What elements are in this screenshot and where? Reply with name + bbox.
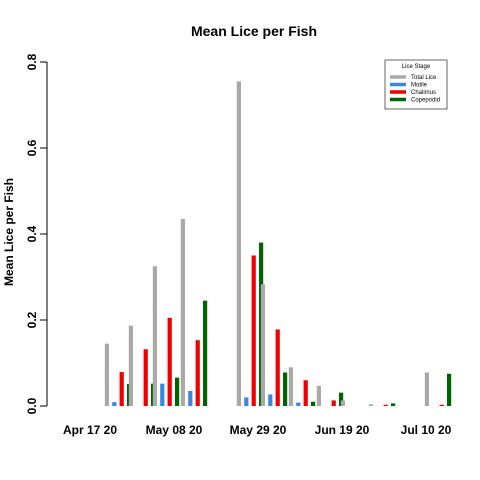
bar [268, 394, 272, 406]
bar [289, 367, 293, 406]
y-tick-label: 0.4 [25, 225, 39, 242]
legend-title: Lice Stage [402, 64, 431, 70]
bar [237, 81, 241, 406]
y-tick-label: 0.6 [25, 139, 39, 156]
chart-title: Mean Lice per Fish [191, 23, 317, 39]
bar-group [129, 326, 155, 406]
bar [175, 378, 179, 406]
bar-group [317, 386, 343, 406]
bar [129, 326, 133, 406]
legend-entry: Copepodid [411, 98, 440, 104]
legend-entry: Motile [411, 83, 428, 89]
bar [203, 301, 207, 406]
bar [341, 400, 345, 406]
bar [317, 386, 321, 406]
bars [105, 81, 451, 406]
bar [244, 397, 248, 406]
y-axis: 0.0 0.2 0.4 0.6 0.8 [25, 53, 47, 414]
bar [304, 380, 308, 406]
bar-group [181, 219, 207, 406]
bar [447, 374, 451, 406]
bar [168, 318, 172, 406]
bar [181, 219, 185, 406]
bar-group [369, 403, 395, 406]
bar [332, 400, 336, 406]
x-tick-label: Apr 17 20 [63, 423, 117, 437]
y-tick-label: 0.2 [25, 311, 39, 328]
x-tick-label: Jul 10 20 [401, 423, 452, 437]
bar [105, 344, 109, 406]
bar [276, 329, 280, 406]
bar-group [105, 344, 131, 406]
y-axis-label: Mean Lice per Fish [2, 178, 16, 286]
x-axis: Apr 17 20 May 08 20 May 29 20 Jun 19 20 Jul … [63, 423, 452, 437]
bar [296, 403, 300, 406]
bar-group [237, 81, 263, 406]
bar-group [341, 400, 345, 406]
bar-group [153, 266, 179, 406]
bar [384, 405, 388, 406]
bar [283, 372, 287, 406]
bar [153, 266, 157, 406]
bar [311, 402, 315, 406]
bar [425, 372, 429, 406]
bar [188, 391, 192, 406]
bar [196, 340, 200, 406]
bar [391, 403, 395, 406]
bar [261, 284, 265, 406]
y-tick-label: 0.8 [25, 53, 39, 70]
legend-entry: Total Lice [411, 75, 437, 81]
bar [440, 405, 444, 406]
bar [120, 372, 124, 406]
bar [160, 384, 164, 406]
bar-group [289, 367, 315, 406]
x-tick-label: May 29 20 [230, 423, 287, 437]
bar [252, 256, 256, 407]
bar [144, 349, 148, 406]
x-tick-label: May 08 20 [146, 423, 203, 437]
bar [112, 402, 116, 406]
bar-group [261, 284, 287, 406]
y-tick-label: 0.0 [25, 397, 39, 414]
x-tick-label: Jun 19 20 [315, 423, 370, 437]
legend-entry: Chalimus [411, 90, 436, 96]
bar [369, 404, 373, 406]
bar-group [425, 372, 451, 406]
